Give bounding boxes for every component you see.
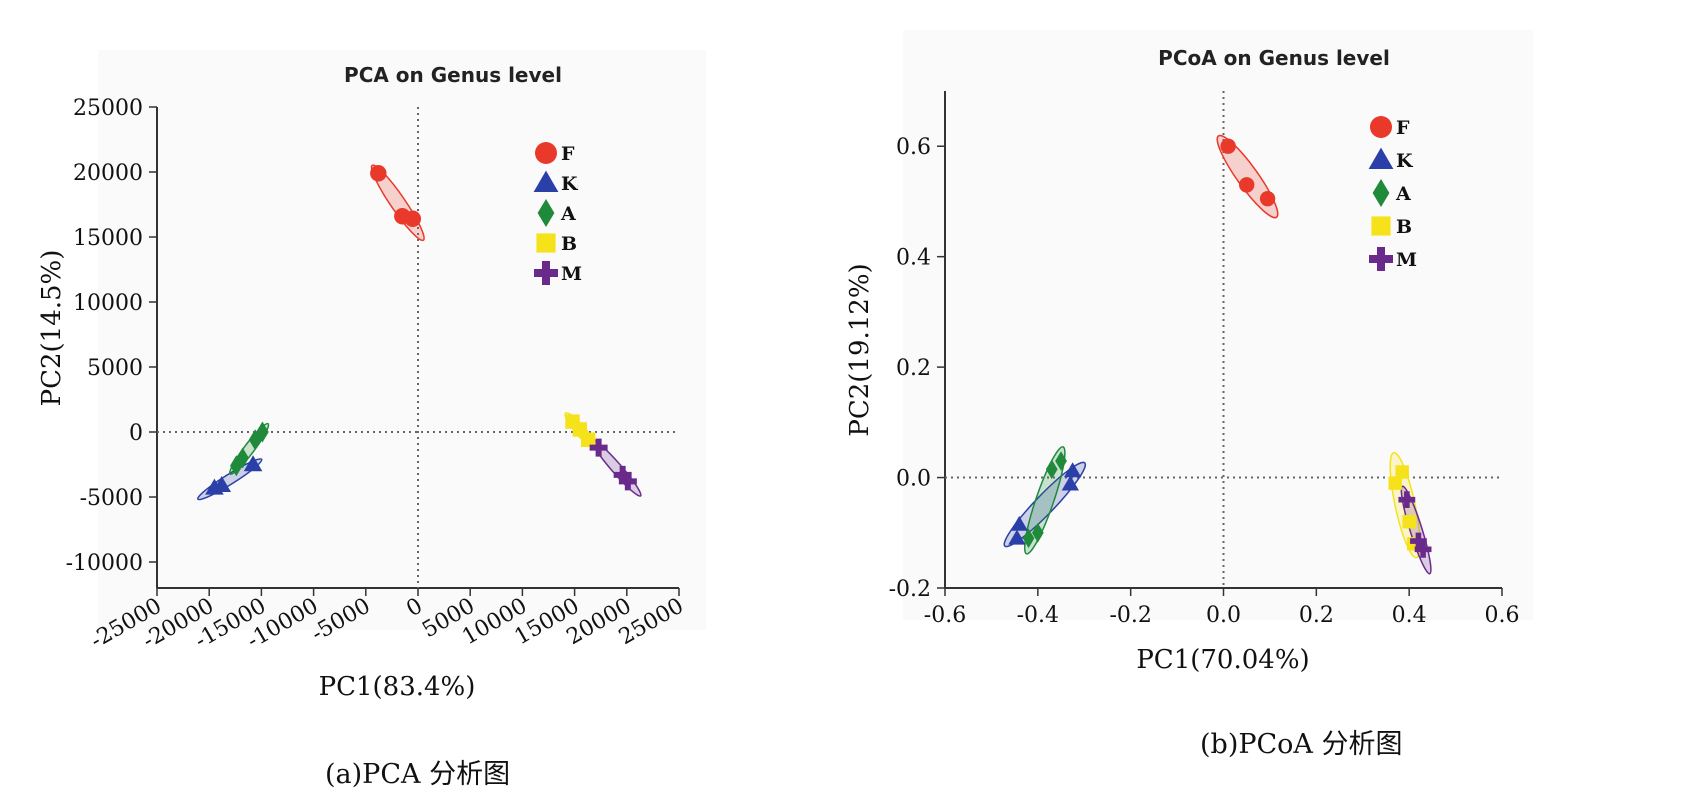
y-tick-label: 0.4 <box>896 246 931 271</box>
pcoa-panel: PCoA on Genus level -0.6 -0.4 -0.2 0.0 0.2 0.4… <box>845 0 1688 801</box>
data-point-B <box>1395 465 1409 479</box>
legend-label-K: K <box>561 173 579 195</box>
plot-background <box>903 30 1533 620</box>
legend-label-K: K <box>1396 150 1414 172</box>
data-point-M <box>1410 532 1427 550</box>
x-tick-label: 0.0 <box>1206 603 1241 628</box>
data-point-A <box>1022 528 1035 549</box>
pca-caption: (a)PCA 分析图 <box>325 759 511 790</box>
y-tick-label: 10000 <box>73 291 143 316</box>
pca-panel: PCA on Genus level -25000 -20000 -15000 -100… <box>0 0 790 801</box>
y-axis-label: PC2(19.12%) <box>845 263 875 436</box>
y-tick-label: 0.2 <box>896 356 931 381</box>
legend-label-B: B <box>1396 216 1412 238</box>
data-point-A <box>256 421 269 443</box>
y-tick-label: 20000 <box>73 161 143 186</box>
data-point-M <box>613 465 632 484</box>
legend-label-F: F <box>561 143 575 165</box>
legend-label-F: F <box>1396 117 1410 139</box>
legend-marker-A <box>1372 179 1390 207</box>
data-point-K <box>1061 475 1080 491</box>
data-point-M <box>618 472 637 491</box>
data-point-A <box>1045 459 1058 480</box>
data-point-F <box>1220 138 1236 154</box>
x-tick-label: -0.4 <box>1017 603 1059 628</box>
data-point-B <box>1388 476 1402 490</box>
data-point-F <box>1239 177 1255 193</box>
legend-label-M: M <box>561 263 582 285</box>
legend-label-A: A <box>560 203 576 225</box>
y-tick-label: 0 <box>129 421 143 446</box>
y-tick-label: -5000 <box>80 486 143 511</box>
x-tick-label: -0.2 <box>1109 603 1151 628</box>
y-tick-label: -0.2 <box>889 577 931 602</box>
legend-marker-K <box>533 170 559 192</box>
data-point-K <box>212 476 232 493</box>
legend-marker-K <box>1368 147 1394 169</box>
legend-marker-B <box>1371 216 1391 236</box>
data-point-F <box>1259 190 1276 207</box>
legend-label-M: M <box>1396 249 1417 271</box>
legend-label-A: A <box>1395 183 1411 205</box>
data-point-K <box>243 455 263 472</box>
x-tick-label: 0.2 <box>1299 603 1334 628</box>
data-point-A <box>230 455 243 477</box>
legend-marker-A <box>537 199 555 227</box>
legend-marker-F <box>535 142 557 164</box>
legend-label-B: B <box>561 233 577 255</box>
y-tick-label: 0.0 <box>896 467 931 492</box>
x-tick-label: 0.6 <box>1485 603 1520 628</box>
legend-marker-B <box>536 233 556 253</box>
y-tick-label: 0.6 <box>896 135 931 160</box>
chart-title: PCA on Genus level <box>344 63 562 87</box>
data-point-A <box>236 447 249 469</box>
data-point-K <box>1063 462 1082 478</box>
data-point-M <box>1398 491 1416 509</box>
data-point-M <box>589 438 608 457</box>
y-tick-label: 15000 <box>73 226 143 251</box>
legend-marker-M <box>1369 247 1393 271</box>
pcoa-chart: PCoA on Genus level -0.6 -0.4 -0.2 0.0 0.2 0.4… <box>845 30 1533 675</box>
chart-title: PCoA on Genus level <box>1158 46 1390 70</box>
y-tick-label: 5000 <box>87 356 143 381</box>
data-point-B <box>1402 515 1416 529</box>
pcoa-plot-group: PCoA on Genus level -0.6 -0.4 -0.2 0.0 0.2 0.4… <box>845 30 1533 675</box>
data-point-F <box>404 210 422 228</box>
data-point-K <box>1008 529 1026 545</box>
data-point-F <box>370 165 387 182</box>
plot-background <box>98 50 706 630</box>
x-axis-label: PC1(83.4%) <box>319 672 476 702</box>
y-tick-label: 25000 <box>73 96 143 121</box>
data-point-K <box>1010 515 1028 531</box>
x-tick-label: -0.6 <box>924 603 966 628</box>
legend-marker-M <box>534 261 558 285</box>
pca-chart: PCA on Genus level-25000-20000-15000-100… <box>37 50 706 702</box>
data-point-M <box>1414 540 1432 558</box>
y-axis-label: PC2(14.5%) <box>37 250 67 407</box>
legend-marker-F <box>1370 116 1392 138</box>
data-point-B <box>580 432 596 447</box>
data-point-A <box>248 429 262 451</box>
x-axis-label: PC1(70.04%) <box>1136 645 1309 675</box>
x-tick-label: 0.4 <box>1392 603 1427 628</box>
pcoa-caption: (b)PCoA 分析图 <box>1200 729 1403 760</box>
y-tick-label: -10000 <box>66 551 143 576</box>
